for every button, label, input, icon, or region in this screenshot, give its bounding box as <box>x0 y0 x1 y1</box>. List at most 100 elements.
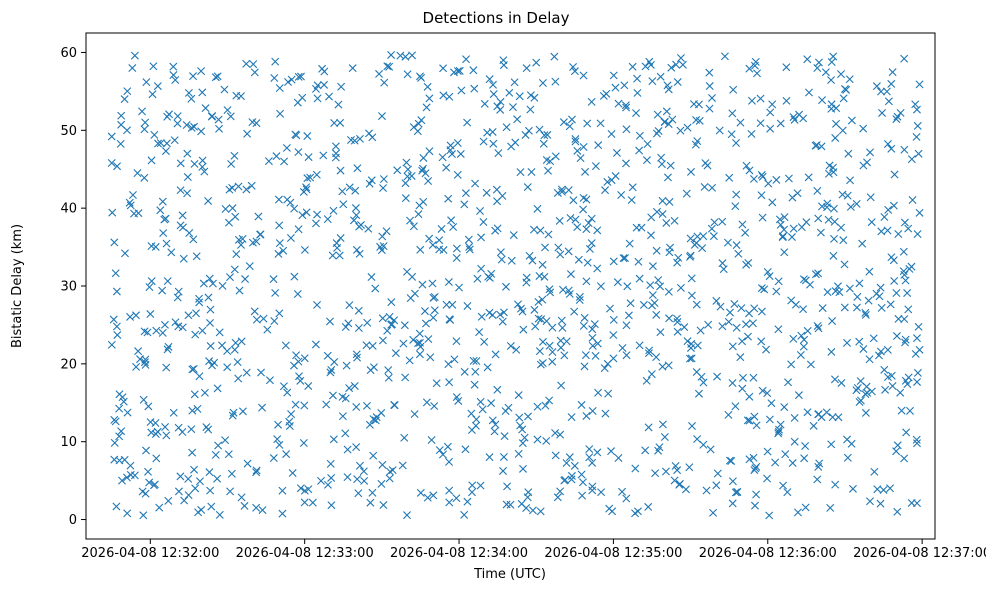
data-point <box>258 403 267 412</box>
data-point <box>536 226 545 235</box>
data-point <box>665 197 674 206</box>
data-point <box>428 279 437 288</box>
data-point <box>385 62 394 71</box>
data-point <box>622 351 631 360</box>
data-point <box>489 80 497 89</box>
data-point <box>644 423 653 432</box>
data-point <box>291 400 300 409</box>
data-point <box>278 486 287 495</box>
data-point <box>774 277 783 286</box>
data-point <box>465 245 474 254</box>
data-point <box>218 341 227 350</box>
data-point <box>738 384 747 393</box>
data-point <box>191 330 200 339</box>
data-point <box>225 273 234 282</box>
data-point <box>354 306 363 315</box>
data-point <box>182 121 191 129</box>
data-point <box>139 511 148 520</box>
data-point <box>353 353 362 362</box>
data-point <box>240 501 249 510</box>
data-point <box>332 149 341 158</box>
data-point <box>422 103 431 112</box>
data-point <box>162 363 171 372</box>
data-point <box>269 454 278 463</box>
data-point <box>686 167 695 176</box>
data-point <box>558 285 567 294</box>
data-point <box>438 153 447 162</box>
data-point <box>883 226 892 235</box>
data-point <box>323 480 332 489</box>
data-point <box>867 218 876 227</box>
data-point <box>123 509 132 518</box>
data-point <box>383 326 392 335</box>
data-point <box>790 413 799 422</box>
data-point <box>471 421 480 430</box>
data-point <box>173 112 182 121</box>
data-point <box>831 480 840 489</box>
data-point <box>728 109 737 118</box>
data-point <box>545 396 554 405</box>
data-point <box>195 372 204 381</box>
data-point <box>591 351 600 360</box>
data-point <box>639 300 648 309</box>
data-point <box>194 508 203 517</box>
data-point <box>875 292 884 301</box>
data-point <box>789 224 798 233</box>
data-point <box>745 309 754 318</box>
data-point <box>730 299 739 308</box>
data-point <box>817 413 826 422</box>
data-point <box>696 326 705 335</box>
data-point <box>845 75 854 84</box>
data-point <box>579 193 588 202</box>
data-point <box>111 417 120 426</box>
data-point <box>443 442 452 451</box>
data-point <box>657 153 666 162</box>
y-axis-label: Bistatic Delay (km) <box>10 224 25 348</box>
data-point <box>732 241 741 250</box>
data-point <box>587 239 596 248</box>
data-point <box>728 342 737 351</box>
data-point <box>555 216 564 225</box>
data-point <box>385 474 394 483</box>
data-point <box>580 362 589 371</box>
data-point <box>654 276 663 285</box>
data-point <box>342 361 351 370</box>
data-point <box>800 335 809 344</box>
x-tick-label: 2026-04-08 12:34:00 <box>390 546 528 561</box>
data-point <box>146 310 155 319</box>
data-point <box>477 312 486 321</box>
data-point <box>493 385 502 394</box>
data-point <box>888 68 897 77</box>
data-point <box>313 300 322 309</box>
data-point <box>304 381 313 390</box>
data-point <box>780 213 789 222</box>
data-point <box>818 96 827 105</box>
y-tick-label: 60 <box>60 46 77 61</box>
data-point <box>566 270 575 279</box>
data-point <box>803 326 812 335</box>
data-point <box>733 488 742 497</box>
data-point <box>536 507 545 516</box>
data-point <box>295 372 304 381</box>
data-point <box>718 259 727 268</box>
data-point <box>551 77 560 86</box>
data-point <box>213 72 222 81</box>
data-point <box>725 308 734 317</box>
data-point <box>756 119 765 128</box>
data-point <box>556 336 565 345</box>
data-point <box>902 428 911 437</box>
data-point <box>613 278 622 287</box>
data-point <box>503 482 512 491</box>
data-point <box>588 482 597 491</box>
data-point <box>619 254 628 263</box>
data-point <box>655 443 664 452</box>
data-point <box>556 343 565 352</box>
data-point <box>893 441 902 450</box>
data-point <box>496 97 505 106</box>
data-point <box>658 196 667 205</box>
data-point <box>687 354 696 363</box>
data-point <box>648 262 657 271</box>
data-point <box>206 342 215 351</box>
data-point <box>588 486 597 495</box>
data-point <box>252 466 261 475</box>
